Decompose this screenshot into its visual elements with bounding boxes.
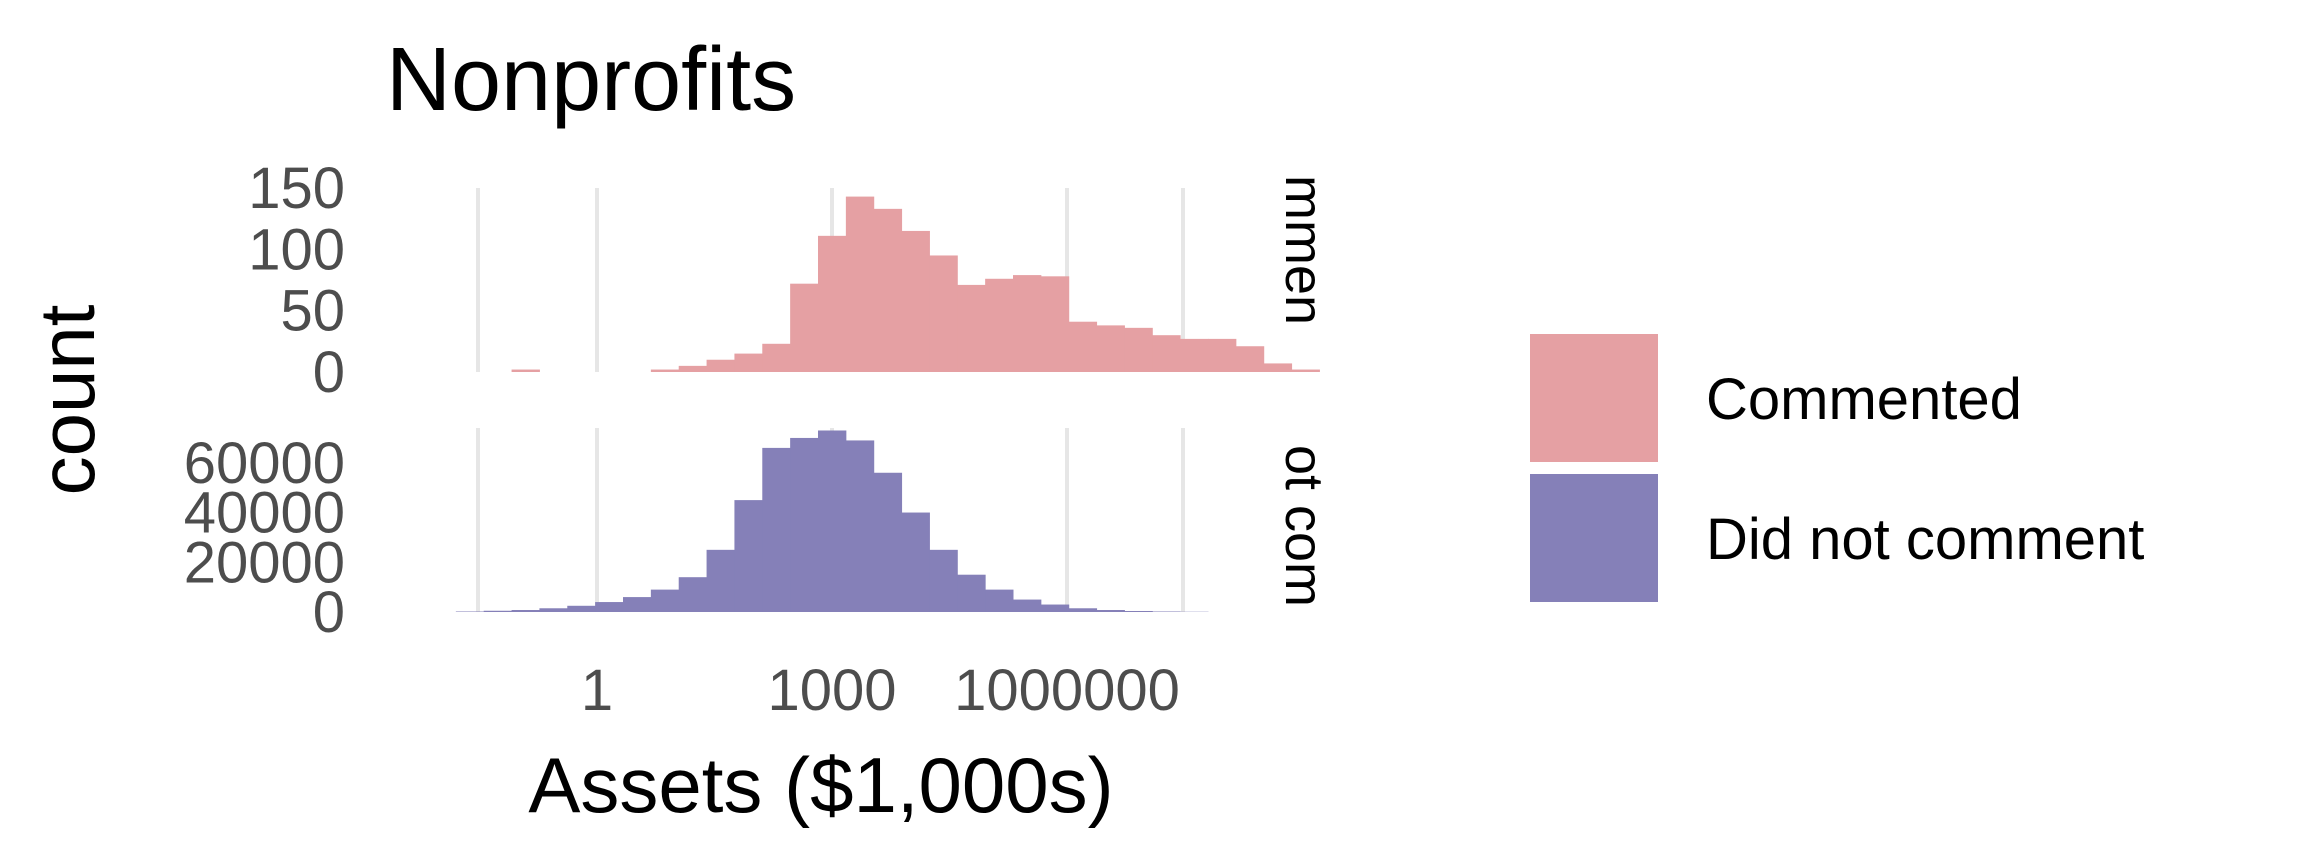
histogram-bar bbox=[1124, 611, 1153, 612]
histogram-bar bbox=[511, 610, 540, 612]
histogram-bar bbox=[845, 440, 875, 612]
strip-label-commented: mmen bbox=[1274, 175, 1334, 325]
histogram-bar bbox=[595, 602, 624, 612]
histogram-bar bbox=[734, 500, 763, 612]
x-tick-label: 1000 bbox=[767, 658, 896, 723]
histogram-bar bbox=[1263, 363, 1293, 372]
histogram-bar bbox=[1152, 335, 1181, 372]
histogram-bar bbox=[1124, 327, 1153, 372]
histogram-bar bbox=[790, 437, 819, 612]
y-tick-label: 40000 bbox=[184, 481, 345, 546]
y-tick-label: 50 bbox=[280, 279, 345, 344]
y-tick-label: 60000 bbox=[184, 431, 345, 496]
histogram-bar bbox=[1040, 604, 1070, 612]
histogram-bar bbox=[929, 255, 958, 372]
histogram-bar bbox=[762, 343, 791, 372]
histogram-bar bbox=[1096, 325, 1125, 372]
x-axis-title: Assets ($1,000s) bbox=[528, 741, 1113, 829]
histogram-bar bbox=[623, 597, 652, 612]
histogram-bar bbox=[901, 512, 930, 612]
histogram-bar bbox=[511, 369, 540, 372]
histogram-bar bbox=[1096, 610, 1125, 612]
histogram-bar bbox=[985, 278, 1014, 372]
panel-commented-bars bbox=[511, 196, 1320, 372]
histogram-bar bbox=[650, 589, 680, 612]
histogram-bar bbox=[985, 589, 1014, 612]
strip-label-did-not-comment: ot com bbox=[1274, 445, 1334, 607]
x-tick-label: 1 bbox=[581, 658, 613, 723]
histogram-bar bbox=[957, 574, 986, 612]
histogram-bar bbox=[1013, 275, 1042, 372]
histogram-bar bbox=[1208, 338, 1237, 372]
y-tick-label: 0 bbox=[313, 580, 345, 645]
histogram-bar bbox=[1068, 608, 1098, 612]
y-axis-title: count bbox=[23, 304, 111, 495]
panel-did-not-comment-bars bbox=[455, 430, 1209, 612]
histogram-bar bbox=[567, 605, 596, 612]
histogram-bar bbox=[1291, 369, 1320, 372]
y-tick-label: 20000 bbox=[184, 530, 345, 595]
histogram-bar bbox=[483, 610, 513, 612]
x-axis-ticks: 1 1000 1000000 bbox=[581, 658, 1180, 723]
x-tick-label: 1000000 bbox=[954, 658, 1180, 723]
histogram-bar bbox=[1068, 321, 1098, 372]
legend-label-did-not-comment: Did not comment bbox=[1706, 507, 2144, 572]
histogram-bar bbox=[678, 577, 708, 612]
histogram-bar bbox=[957, 284, 986, 372]
histogram-bar bbox=[901, 230, 930, 372]
chart-title: Nonprofits bbox=[386, 30, 796, 130]
panel-did-not-comment-grid bbox=[476, 428, 1185, 612]
histogram-bar bbox=[650, 369, 680, 372]
legend: Commented Did not comment bbox=[1530, 334, 2144, 602]
histogram-bar bbox=[706, 359, 735, 372]
histogram-bar bbox=[1040, 276, 1070, 372]
histogram-bar bbox=[818, 430, 847, 612]
histogram-bar bbox=[873, 208, 903, 372]
histogram-bar bbox=[1013, 599, 1042, 612]
legend-swatch-commented bbox=[1530, 334, 1658, 462]
histogram-bar bbox=[539, 608, 568, 612]
legend-label-commented: Commented bbox=[1706, 367, 2022, 432]
histogram-bar bbox=[845, 196, 875, 372]
histogram-bar bbox=[678, 365, 708, 372]
histogram-bar bbox=[734, 353, 763, 372]
histogram-bar bbox=[1180, 338, 1209, 372]
y-tick-label: 0 bbox=[313, 340, 345, 405]
histogram-bar bbox=[762, 447, 791, 612]
histogram-bar bbox=[818, 235, 847, 372]
histogram-bar bbox=[929, 549, 958, 612]
histogram-bar bbox=[706, 549, 735, 612]
legend-swatch-did-not-comment bbox=[1530, 474, 1658, 602]
y-tick-label: 150 bbox=[248, 156, 345, 221]
histogram-bar bbox=[790, 283, 819, 372]
histogram-bar bbox=[873, 472, 903, 612]
histogram-bar bbox=[1235, 346, 1265, 372]
y-tick-label: 100 bbox=[248, 217, 345, 282]
